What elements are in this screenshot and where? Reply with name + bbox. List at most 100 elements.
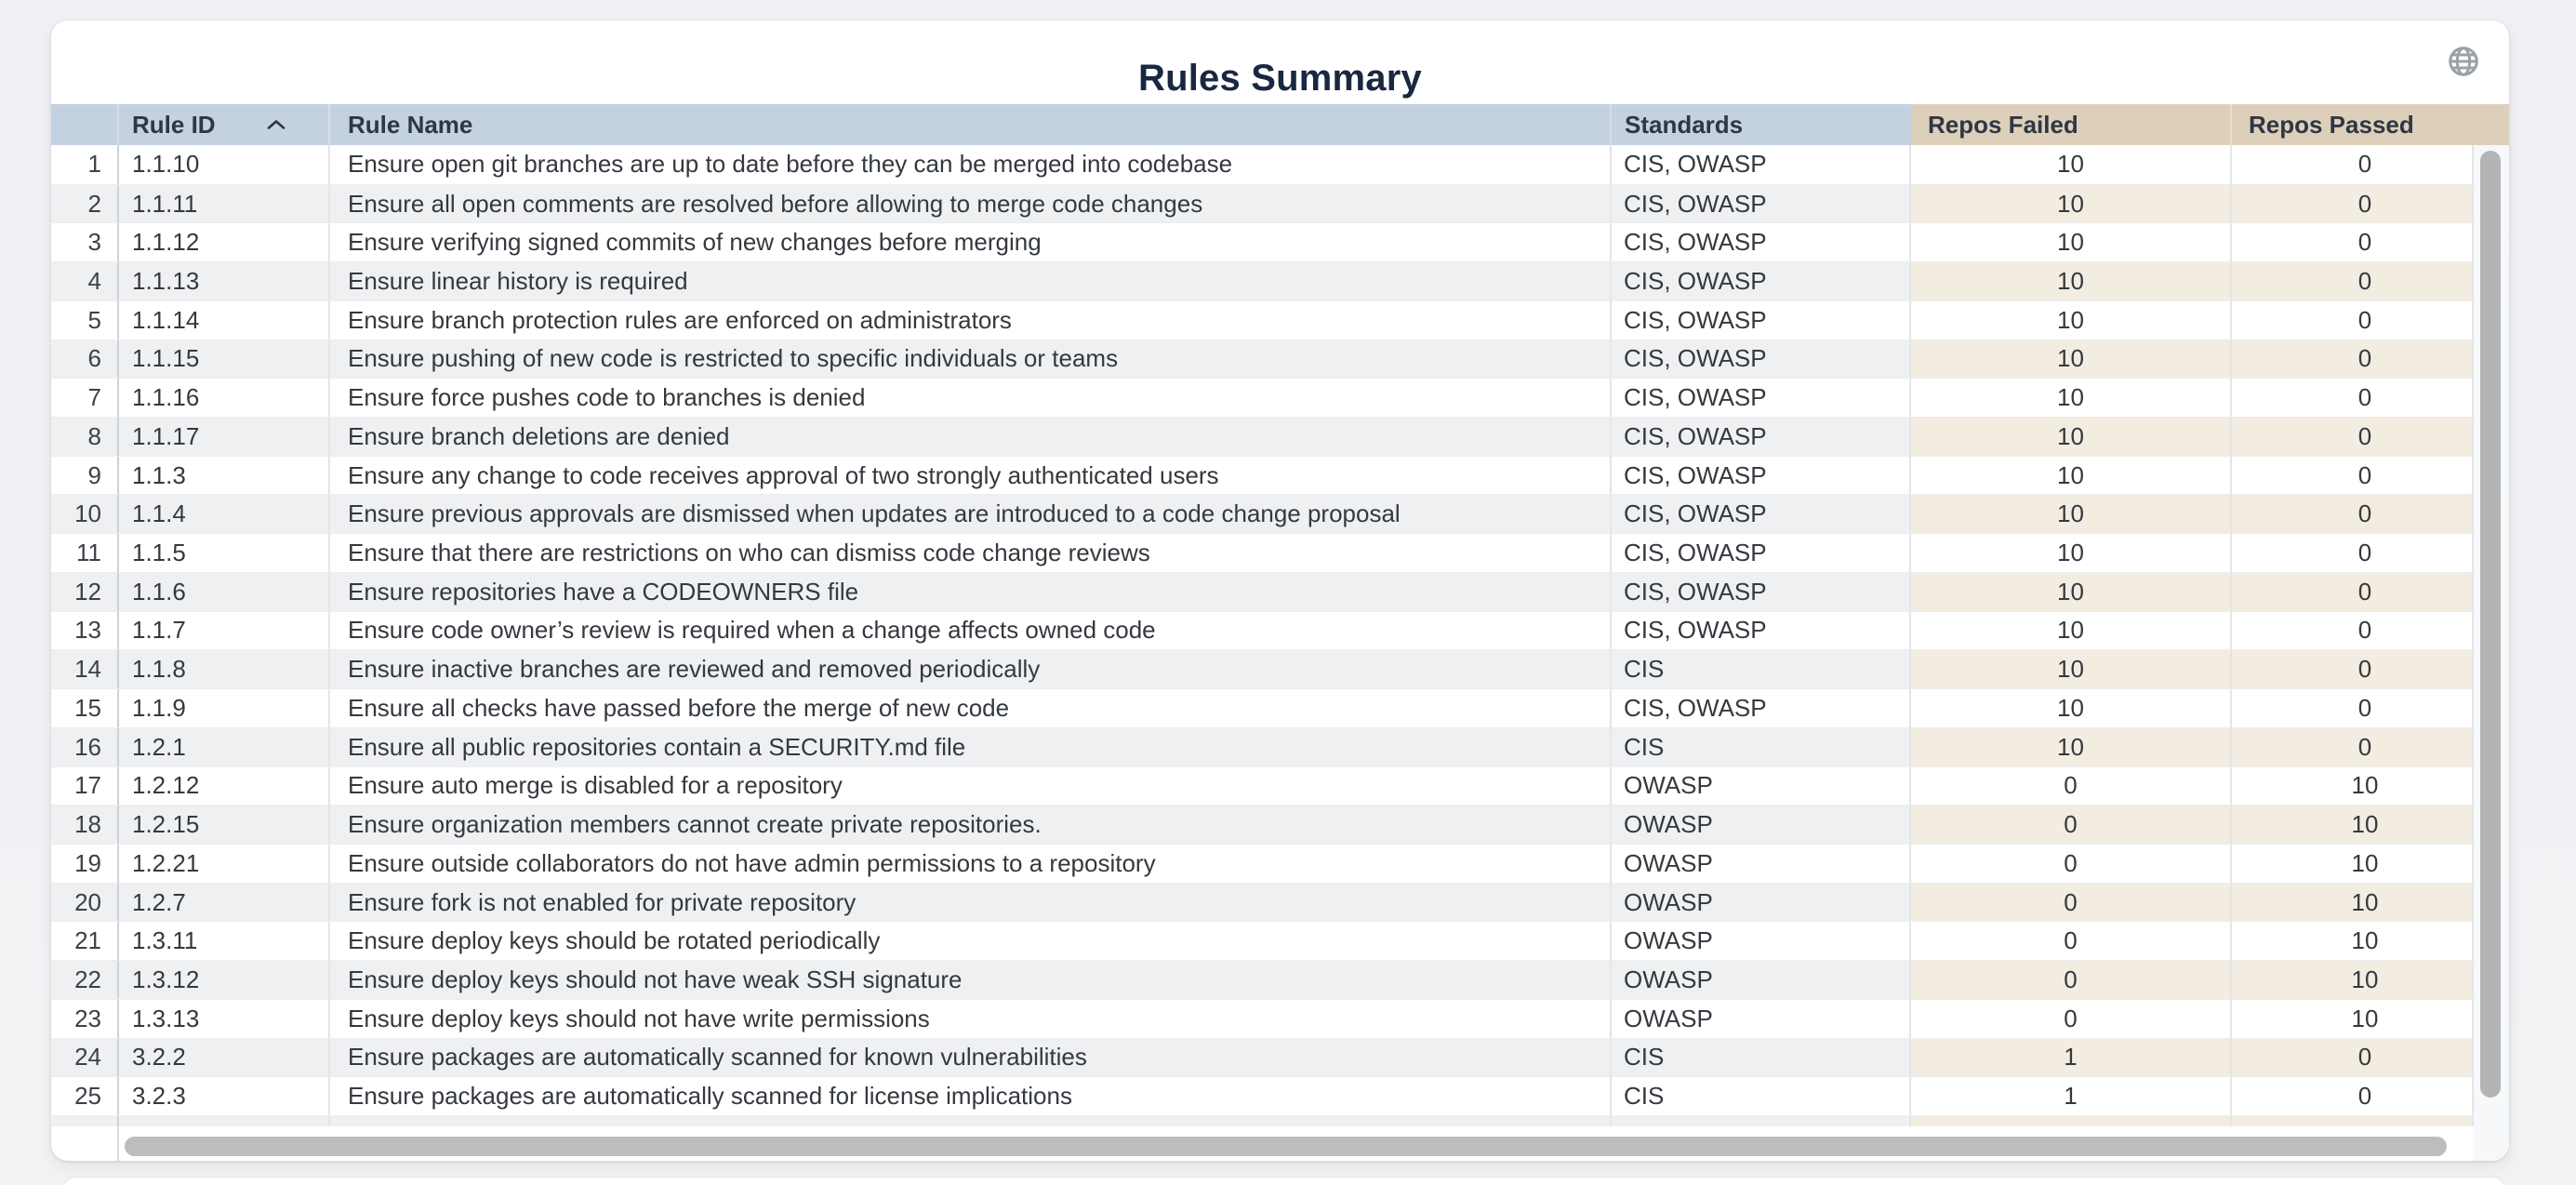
repos-passed-cell: 0	[2232, 572, 2474, 611]
table-row: 10 1.1.4 Ensure previous approvals are d…	[51, 494, 2474, 534]
repos-failed-cell: 10	[1911, 300, 2232, 340]
vertical-scrollbar-track[interactable]	[2474, 145, 2509, 1161]
column-header-standards[interactable]: Standards	[1612, 104, 1911, 145]
column-header-rule-id[interactable]: Rule ID	[119, 104, 330, 145]
column-header-rule-name[interactable]: Rule Name	[330, 104, 1612, 145]
standards-cell: CIS, OWASP	[1612, 611, 1911, 650]
rule-name-cell: Ensure previous approvals are dismissed …	[330, 495, 1612, 534]
repos-failed-cell: 0	[1911, 883, 2232, 922]
table-row: 4 1.1.13 Ensure linear history is requir…	[51, 261, 2474, 300]
repos-failed-cell: 10	[1911, 572, 2232, 611]
rule-id-cell: 1.2.12	[119, 766, 330, 806]
standards-cell: CIS	[1612, 1077, 1911, 1115]
column-header-index[interactable]	[51, 104, 119, 145]
standards-cell: CIS	[1612, 727, 1911, 766]
repos-failed-cell: 10	[1911, 689, 2232, 727]
repos-passed-cell: 10	[2232, 766, 2474, 806]
rule-id-cell: 1.1.10	[119, 145, 330, 184]
repos-failed-cell: 0	[1911, 766, 2232, 806]
table-row: 25 3.2.3 Ensure packages are automatical…	[51, 1076, 2474, 1115]
repos-passed-cell: 0	[2232, 456, 2474, 495]
row-index-cell: 25	[51, 1077, 119, 1115]
next-card-top-edge	[63, 1178, 2505, 1185]
row-index-cell: 11	[51, 534, 119, 572]
row-index-cell: 15	[51, 689, 119, 727]
standards-cell: CIS, OWASP	[1612, 300, 1911, 340]
row-index-cell: 24	[51, 1038, 119, 1077]
rule-name-cell: Ensure linear history is required	[330, 262, 1612, 300]
table-row: 1 1.1.10 Ensure open git branches are up…	[51, 145, 2474, 184]
repos-passed-cell: 0	[2232, 534, 2474, 572]
repos-failed-cell: 1	[1911, 1077, 2232, 1115]
repos-passed-cell: 0	[2232, 262, 2474, 300]
standards-cell: OWASP	[1612, 922, 1911, 961]
repos-failed-cell: 10	[1911, 456, 2232, 495]
repos-passed-cell: 10	[2232, 922, 2474, 961]
rule-name-cell: Ensure deploy keys should be rotated per…	[330, 922, 1612, 961]
rule-name-cell: Ensure organization members cannot creat…	[330, 806, 1612, 844]
rule-id-cell: 1.1.13	[119, 262, 330, 300]
row-index-cell: 6	[51, 340, 119, 379]
row-index-cell: 4	[51, 262, 119, 300]
row-index-cell: 1	[51, 145, 119, 184]
column-header-repos-failed[interactable]: Repos Failed	[1911, 104, 2232, 145]
rule-name-cell: Ensure repositories have a CODEOWNERS fi…	[330, 572, 1612, 611]
row-index-cell: 23	[51, 999, 119, 1038]
row-index-cell: 2	[51, 184, 119, 223]
chevron-up-icon	[264, 117, 288, 132]
repos-passed-cell: 0	[2232, 300, 2474, 340]
rule-name-cell: Ensure fork is not enabled for private r…	[330, 883, 1612, 922]
standards-cell: CIS, OWASP	[1612, 534, 1911, 572]
table-body: 1 1.1.10 Ensure open git branches are up…	[51, 145, 2474, 1115]
rule-id-cell: 1.1.12	[119, 223, 330, 262]
rule-name-cell: Ensure branch protection rules are enfor…	[330, 300, 1612, 340]
standards-cell: OWASP	[1612, 999, 1911, 1038]
index-column-divider	[117, 1125, 119, 1161]
standards-cell: OWASP	[1612, 844, 1911, 883]
repos-failed-cell: 0	[1911, 961, 2232, 999]
table-row: 6 1.1.15 Ensure pushing of new code is r…	[51, 339, 2474, 379]
rule-name-cell: Ensure inactive branches are reviewed an…	[330, 650, 1612, 689]
row-index-cell: 20	[51, 883, 119, 922]
rule-id-cell: 1.1.5	[119, 534, 330, 572]
standards-cell: CIS	[1612, 1038, 1911, 1077]
repos-passed-cell: 0	[2232, 689, 2474, 727]
repos-passed-cell: 10	[2232, 844, 2474, 883]
rule-name-cell: Ensure that there are restrictions on wh…	[330, 534, 1612, 572]
repos-failed-cell: 0	[1911, 844, 2232, 883]
rule-id-cell: 1.3.12	[119, 961, 330, 999]
standards-cell: OWASP	[1612, 961, 1911, 999]
rule-name-cell: Ensure all checks have passed before the…	[330, 689, 1612, 727]
row-index-cell: 10	[51, 495, 119, 534]
repos-failed-cell: 10	[1911, 418, 2232, 456]
table-row: 13 1.1.7 Ensure code owner’s review is r…	[51, 610, 2474, 650]
rule-name-cell: Ensure packages are automatically scanne…	[330, 1038, 1612, 1077]
horizontal-scrollbar-thumb[interactable]	[125, 1137, 2447, 1156]
column-header-repos-passed[interactable]: Repos Passed	[2232, 104, 2509, 145]
row-index-cell: 8	[51, 418, 119, 456]
repos-passed-cell: 0	[2232, 340, 2474, 379]
rule-id-cell: 1.1.14	[119, 300, 330, 340]
vertical-scrollbar-thumb[interactable]	[2480, 151, 2501, 1098]
table-row: 18 1.2.15 Ensure organization members ca…	[51, 805, 2474, 844]
row-index-cell: 12	[51, 572, 119, 611]
standards-cell: OWASP	[1612, 883, 1911, 922]
globe-button[interactable]	[2443, 41, 2484, 82]
repos-failed-cell: 10	[1911, 611, 2232, 650]
repos-failed-cell: 0	[1911, 999, 2232, 1038]
table-row: 9 1.1.3 Ensure any change to code receiv…	[51, 455, 2474, 495]
standards-cell: CIS, OWASP	[1612, 184, 1911, 223]
globe-icon	[2446, 44, 2481, 79]
table-row: 17 1.2.12 Ensure auto merge is disabled …	[51, 766, 2474, 806]
row-index-cell: 22	[51, 961, 119, 999]
repos-passed-cell: 0	[2232, 184, 2474, 223]
rule-name-cell: Ensure code owner’s review is required w…	[330, 611, 1612, 650]
repos-passed-cell: 10	[2232, 806, 2474, 844]
standards-cell: CIS, OWASP	[1612, 145, 1911, 184]
rule-id-cell: 1.1.16	[119, 379, 330, 418]
rule-id-cell: 1.3.11	[119, 922, 330, 961]
rule-id-cell: 3.2.2	[119, 1038, 330, 1077]
rules-summary-card: Rules Summary Rule ID	[51, 20, 2509, 1161]
table-row: 7 1.1.16 Ensure force pushes code to bra…	[51, 378, 2474, 418]
